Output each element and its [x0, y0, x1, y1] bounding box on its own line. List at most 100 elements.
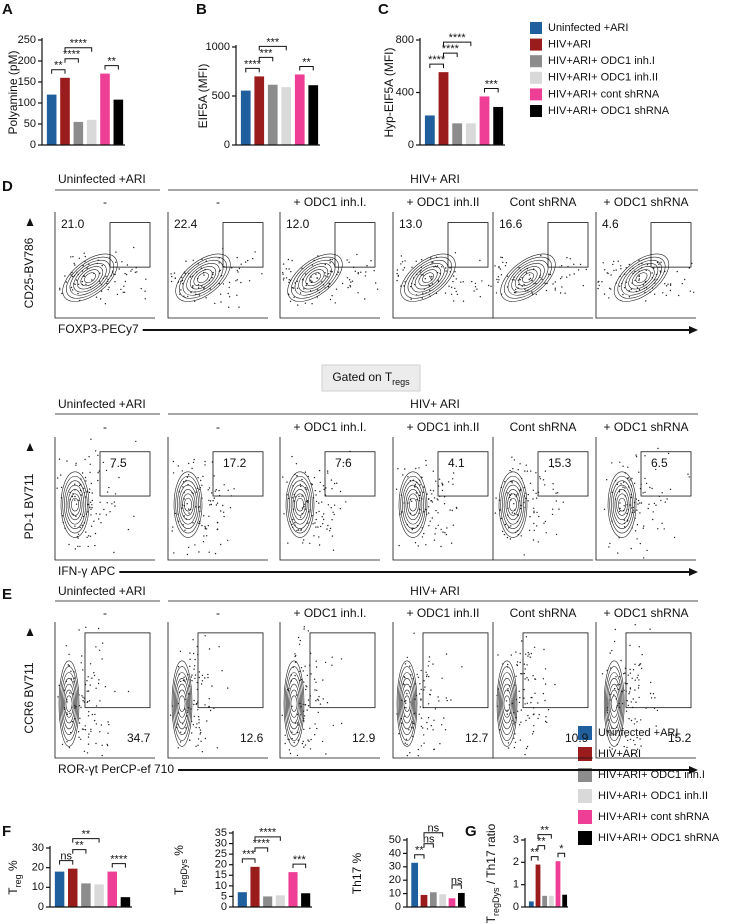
- event-dot: [208, 499, 210, 502]
- panel-letter: C: [378, 1, 389, 18]
- y-tick-label: 800: [396, 34, 414, 46]
- event-dot: [630, 701, 632, 703]
- event-dot: [666, 498, 668, 500]
- event-dot: [322, 523, 324, 525]
- event-dot: [622, 486, 624, 488]
- event-dot: [636, 538, 638, 540]
- event-dot: [414, 483, 417, 485]
- event-dot: [192, 286, 194, 288]
- event-dot: [630, 547, 632, 550]
- event-dot: [637, 687, 640, 689]
- condition-label: + ODC1 inh.II: [406, 420, 479, 434]
- event-dot: [303, 728, 305, 731]
- contour: [500, 253, 556, 302]
- event-dot: [317, 699, 320, 701]
- event-dot: [97, 479, 99, 482]
- event-dot: [187, 295, 189, 298]
- event-dot: [98, 649, 101, 651]
- event-dot: [314, 489, 316, 492]
- contour: [287, 475, 313, 534]
- event-dot: [647, 507, 649, 510]
- event-dot: [507, 688, 509, 690]
- event-dot: [629, 668, 631, 671]
- gate-percent: 4.6: [602, 217, 619, 231]
- event-dot: [638, 279, 640, 281]
- event-dot: [136, 271, 138, 273]
- event-dot: [346, 277, 349, 279]
- event-dot: [203, 515, 205, 517]
- event-dot: [302, 740, 304, 743]
- legend-label: HIV+ARI+ ODC1 shRNA: [548, 105, 670, 117]
- event-dot: [215, 504, 218, 506]
- event-dot: [314, 723, 316, 725]
- event-dot: [542, 678, 545, 680]
- event-dot: [525, 636, 528, 638]
- event-dot: [125, 273, 128, 276]
- contour: [189, 266, 217, 290]
- event-dot: [628, 718, 630, 720]
- event-dot: [197, 738, 200, 740]
- contour: [498, 672, 515, 736]
- sig-bracket: [423, 832, 444, 837]
- event-dot: [519, 661, 521, 664]
- event-dot: [180, 289, 182, 291]
- contour: [511, 263, 545, 293]
- event-dot: [427, 512, 430, 514]
- event-dot: [657, 528, 659, 530]
- event-dot: [513, 737, 515, 739]
- event-dot: [549, 273, 552, 276]
- event-dot: [452, 483, 454, 485]
- sig-label: ****: [449, 32, 467, 44]
- event-dot: [545, 289, 548, 292]
- event-dot: [72, 256, 74, 258]
- event-dot: [78, 722, 81, 724]
- event-dot: [254, 251, 256, 253]
- event-dot: [211, 685, 213, 687]
- event-dot: [324, 661, 327, 664]
- condition-label: -: [103, 195, 107, 209]
- event-dot: [476, 288, 478, 290]
- condition-label: + ODC1 inh.II: [406, 195, 479, 209]
- event-dot: [201, 674, 204, 677]
- event-dot: [130, 270, 132, 272]
- bar: [452, 123, 463, 145]
- event-dot: [433, 539, 436, 541]
- condition-label: + ODC1 inh.I.: [293, 606, 366, 620]
- event-dot: [282, 272, 284, 274]
- event-dot: [75, 515, 77, 518]
- event-dot: [296, 754, 299, 757]
- event-dot: [635, 456, 638, 458]
- sig-bracket: [423, 843, 434, 848]
- event-dot: [655, 725, 657, 727]
- event-dot: [636, 509, 638, 511]
- event-dot: [216, 502, 219, 504]
- event-dot: [524, 703, 526, 705]
- event-dot: [80, 738, 82, 740]
- event-dot: [220, 543, 222, 546]
- event-dot: [194, 677, 196, 680]
- event-dot: [656, 709, 659, 712]
- plot-axes: [54, 622, 155, 759]
- event-dot: [626, 512, 628, 515]
- event-dot: [186, 553, 189, 556]
- contour: [175, 253, 231, 302]
- event-dot: [445, 697, 447, 699]
- event-dot: [530, 652, 532, 655]
- flow-plot: [396, 252, 492, 302]
- contour: [400, 475, 426, 534]
- event-dot: [332, 724, 334, 727]
- event-dot: [525, 272, 528, 274]
- event-dot: [171, 275, 173, 278]
- event-dot: [326, 470, 329, 472]
- event-dot: [335, 288, 338, 290]
- event-dot: [623, 745, 625, 748]
- contour: [179, 256, 227, 299]
- event-dot: [101, 754, 103, 757]
- event-dot: [284, 734, 286, 736]
- contour: [294, 259, 336, 296]
- event-dot: [172, 460, 175, 463]
- event-dot: [77, 731, 80, 733]
- event-dot: [651, 272, 653, 274]
- event-dot: [636, 524, 639, 526]
- contour: [284, 666, 304, 741]
